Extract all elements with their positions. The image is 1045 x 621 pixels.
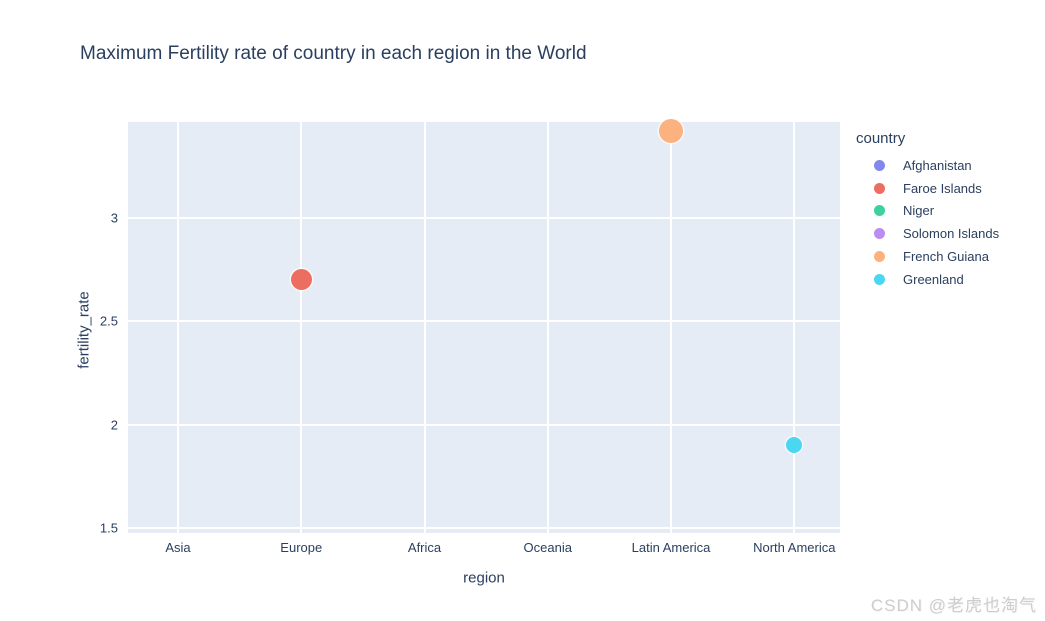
- vertical-gridline: [177, 122, 179, 533]
- scatter-point-french-guiana[interactable]: [659, 118, 684, 143]
- legend-color-dot: [874, 273, 885, 285]
- chart-title: Maximum Fertility rate of country in eac…: [80, 43, 587, 64]
- vertical-gridline: [300, 122, 303, 533]
- watermark: CSDN @老虎也淘气: [870, 596, 1037, 615]
- legend-item-french-guiana[interactable]: French Guiana: [856, 245, 999, 268]
- scatter-point-greenland[interactable]: [786, 437, 803, 454]
- legend-color-dot: [874, 205, 885, 217]
- legend-color-dot: [874, 159, 885, 171]
- horizontal-gridline: [128, 320, 840, 322]
- legend: country Afghanistan Faroe Islands Niger Sol…: [856, 130, 999, 291]
- legend-item-label: Niger: [903, 203, 935, 219]
- x-tick-label: Europe: [280, 540, 323, 555]
- y-tick-label: 2.5: [99, 313, 118, 329]
- x-tick-label: Oceania: [523, 540, 572, 555]
- legend-item-label: Faroe Islands: [903, 180, 982, 196]
- x-tick-label: Africa: [407, 540, 442, 555]
- legend-color-dot: [874, 251, 885, 263]
- horizontal-gridline: [128, 423, 840, 426]
- x-tick-label: North America: [753, 540, 836, 555]
- vertical-gridline: [670, 122, 673, 533]
- legend-item-faroe-islands[interactable]: Faroe Islands: [856, 177, 999, 200]
- vertical-gridline: [423, 122, 426, 533]
- legend-item-niger[interactable]: Niger: [856, 200, 999, 223]
- vertical-gridline: [793, 122, 796, 533]
- y-tick-label: 1.5: [99, 520, 118, 536]
- legend-title: country: [856, 130, 906, 147]
- x-axis-title: region: [463, 569, 505, 587]
- y-tick-label: 3: [110, 210, 118, 225]
- horizontal-gridline: [128, 216, 840, 219]
- legend-color-dot: [874, 228, 885, 240]
- legend-item-solomon-islands[interactable]: Solomon Islands: [856, 222, 999, 245]
- legend-items: Afghanistan Faroe Islands Niger Solomon Isl…: [856, 154, 999, 291]
- legend-item-label: Afghanistan: [903, 157, 972, 173]
- plot-area: [128, 118, 840, 533]
- y-tick-label: 2: [110, 417, 118, 432]
- x-tick-label: Asia: [165, 540, 191, 555]
- scatter-point-faroe-islands[interactable]: [290, 269, 312, 291]
- legend-item-greenland[interactable]: Greenland: [856, 268, 999, 291]
- vertical-gridline: [546, 122, 549, 533]
- legend-item-label: Solomon Islands: [903, 226, 1000, 242]
- legend-item-label: Greenland: [903, 271, 964, 287]
- x-tick-label: Latin America: [631, 540, 711, 555]
- y-axis-title: fertility_rate: [75, 291, 93, 369]
- horizontal-gridline: [128, 527, 840, 529]
- legend-item-label: French Guiana: [903, 249, 989, 265]
- legend-item-afghanistan[interactable]: Afghanistan: [856, 154, 999, 177]
- legend-color-dot: [874, 182, 885, 194]
